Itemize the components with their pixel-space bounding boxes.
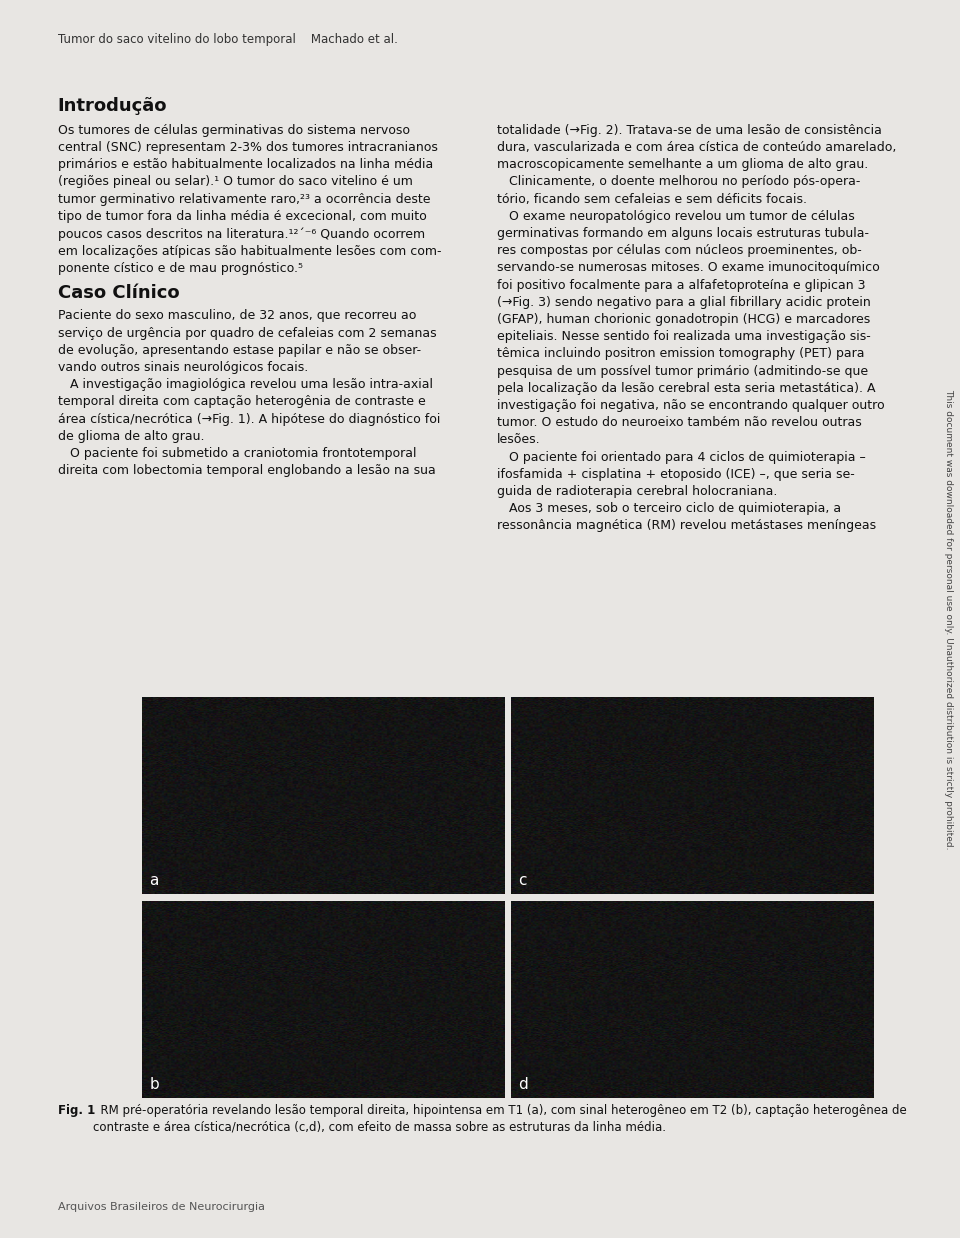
Text: a: a bbox=[150, 873, 158, 888]
Text: This document was downloaded for personal use only. Unauthorized distribution is: This document was downloaded for persona… bbox=[944, 389, 953, 849]
Text: c: c bbox=[518, 873, 527, 888]
Text: d: d bbox=[518, 1077, 528, 1092]
Text: b: b bbox=[150, 1077, 159, 1092]
Text: Introdução: Introdução bbox=[58, 97, 167, 115]
Text: Arquivos Brasileiros de Neurocirurgia: Arquivos Brasileiros de Neurocirurgia bbox=[58, 1202, 265, 1212]
Text: Tumor do saco vitelino do lobo temporal    Machado et al.: Tumor do saco vitelino do lobo temporal … bbox=[58, 33, 397, 46]
Text: Caso Clínico: Caso Clínico bbox=[58, 284, 180, 302]
Text: Fig. 1: Fig. 1 bbox=[58, 1104, 95, 1118]
Text: Paciente do sexo masculino, de 32 anos, que recorreu ao
serviço de urgência por : Paciente do sexo masculino, de 32 anos, … bbox=[58, 310, 440, 478]
Text: totalidade (→Fig. 2). Tratava-se de uma lesão de consistência
dura, vascularizad: totalidade (→Fig. 2). Tratava-se de uma … bbox=[497, 124, 897, 532]
Text: RM pré-operatória revelando lesão temporal direita, hipointensa em T1 (a), com s: RM pré-operatória revelando lesão tempor… bbox=[93, 1104, 907, 1134]
Text: Os tumores de células germinativas do sistema nervoso
central (SNC) representam : Os tumores de células germinativas do si… bbox=[58, 124, 441, 275]
